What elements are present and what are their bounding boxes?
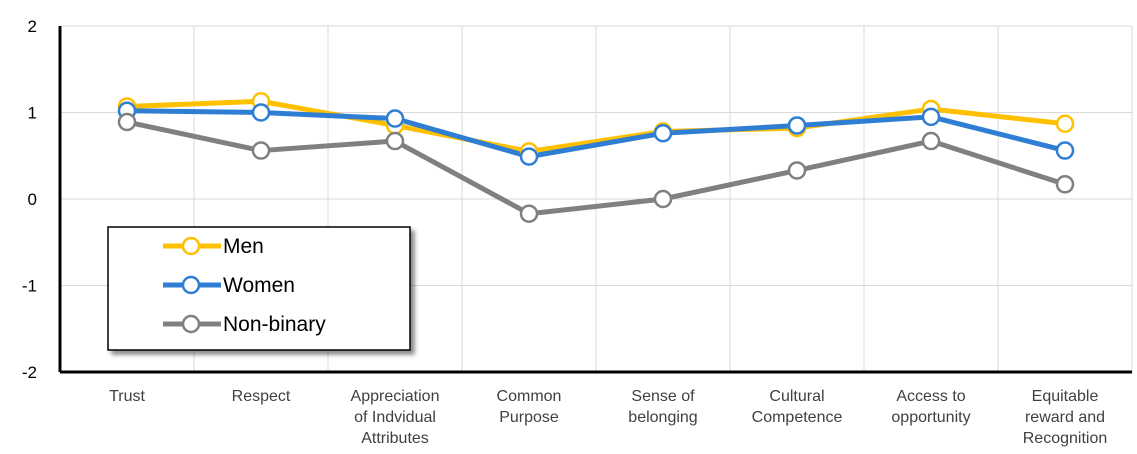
data-point-non-binary — [385, 131, 405, 151]
data-point-non-binary — [1055, 175, 1075, 194]
data-point-non-binary — [117, 112, 137, 132]
y-tick-label: -1 — [22, 277, 37, 296]
x-category-label: Access to opportunity — [891, 388, 970, 426]
x-category-label: Appreciation of Indvidual Attributes — [351, 388, 440, 447]
x-category-label: Respect — [232, 388, 291, 405]
series-line-women — [126, 108, 1066, 160]
legend-label-men: Men — [223, 235, 264, 258]
series-line-non-binary — [126, 119, 1066, 217]
y-tick-label: 1 — [28, 104, 37, 123]
data-point-non-binary — [519, 204, 539, 223]
x-category-label: Sense of belonging — [628, 388, 697, 426]
x-category-label: Trust — [109, 388, 145, 405]
data-point-women — [787, 116, 807, 135]
axes — [58, 26, 1132, 374]
x-category-label: Common Purpose — [497, 388, 562, 426]
y-tick-label: 2 — [28, 17, 37, 36]
x-category-label: Cultural Competence — [752, 388, 843, 426]
series-lines — [117, 92, 1075, 223]
legend-marker-men — [181, 236, 201, 256]
data-point-men — [1055, 114, 1075, 133]
data-point-women — [921, 107, 941, 127]
legend-label-women: Women — [223, 274, 295, 297]
data-point-non-binary — [653, 189, 673, 209]
legend: Men Women Non-binary — [107, 226, 411, 351]
data-point-women — [251, 103, 271, 122]
legend-box — [107, 226, 411, 351]
y-tick-label: 0 — [28, 190, 37, 209]
y-tick-label: -2 — [22, 363, 37, 382]
series-line-men — [126, 98, 1066, 154]
data-point-women — [385, 109, 405, 128]
data-point-women — [653, 124, 673, 143]
data-point-non-binary — [251, 141, 271, 160]
legend-label-non-binary: Non-binary — [223, 313, 326, 336]
data-point-non-binary — [787, 161, 807, 180]
legend-marker-women — [181, 275, 201, 295]
x-category-label: Equitable reward and Recognition — [1023, 388, 1108, 447]
x-axis-category-labels: Trust Respect Appreciation of Indvidual Attr… — [109, 388, 1107, 447]
data-point-non-binary — [921, 131, 941, 151]
y-axis-tick-labels: 2 1 0 -1 -2 — [22, 17, 37, 382]
data-point-women — [1055, 141, 1075, 160]
data-point-women — [519, 147, 539, 166]
legend-marker-non-binary — [181, 314, 201, 334]
